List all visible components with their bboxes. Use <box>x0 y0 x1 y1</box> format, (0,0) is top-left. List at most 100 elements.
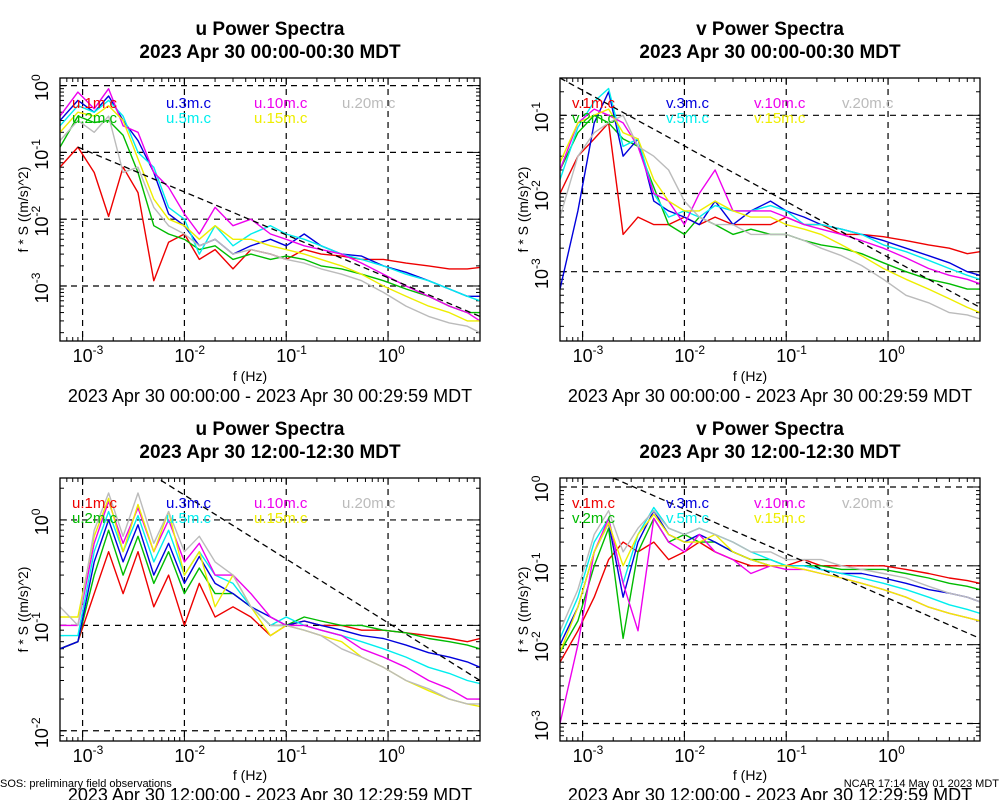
y-axis-label: f * S ((m/s)^2) <box>15 167 31 253</box>
x-tick-label: 100 <box>878 343 905 366</box>
legend-entry-15m: v.15m.c <box>754 110 806 127</box>
legend-entry-1m: u.1m.c <box>72 95 118 112</box>
y-axis-label: f * S ((m/s)^2) <box>15 567 31 653</box>
legend-entry-3m: v.3m.c <box>666 95 710 112</box>
legend-entry-5m: v.5m.c <box>666 110 710 127</box>
series-line-20m <box>60 115 480 334</box>
x-tick-label: 10-1 <box>776 743 807 766</box>
reference-slope-line <box>77 146 480 318</box>
legend-entry-20m: u.20m.c <box>342 495 396 512</box>
legend-entry-15m: v.15m.c <box>754 510 806 527</box>
y-tick-label: 100 <box>29 508 52 535</box>
x-axis-label: f (Hz) <box>733 368 767 384</box>
legend-entry-20m: u.20m.c <box>342 95 396 112</box>
panel-subtitle: 2023 Apr 30 12:00-12:30 MDT <box>139 442 401 463</box>
legend-entry-2m: u.2m.c <box>72 110 118 127</box>
plot-frame <box>559 477 981 742</box>
series-line-15m <box>60 497 480 708</box>
series-line-10m <box>60 87 480 322</box>
legend-entry-1m: v.1m.c <box>572 95 616 112</box>
plot-frame <box>59 77 481 342</box>
legend-entry-3m: u.3m.c <box>166 495 212 512</box>
panel-title: u Power Spectra <box>196 19 345 40</box>
time-range-label: 2023 Apr 30 12:00:00 - 2023 Apr 30 12:29… <box>568 785 972 800</box>
x-tick-label: 10-2 <box>674 343 705 366</box>
legend-entry-10m: u.10m.c <box>254 495 308 512</box>
x-tick-label: 10-2 <box>674 743 705 766</box>
footer-note-left: SOS: preliminary field observations <box>0 778 172 790</box>
legend-entry-15m: u.15m.c <box>254 510 308 527</box>
x-tick-label: 100 <box>378 743 405 766</box>
series-line-5m <box>60 510 480 685</box>
y-axis-label: f * S ((m/s)^2) <box>515 567 531 653</box>
y-axis-label: f * S ((m/s)^2) <box>515 167 531 253</box>
panel-title: u Power Spectra <box>196 419 345 440</box>
legend-entry-2m: v.2m.c <box>572 110 616 127</box>
x-tick-label: 10-2 <box>174 343 205 366</box>
series-line-15m <box>60 104 480 322</box>
legend-entry-5m: u.5m.c <box>166 110 212 127</box>
plot-frame <box>559 77 981 342</box>
legend-entry-10m: u.10m.c <box>254 95 308 112</box>
y-tick-label: 10-2 <box>29 206 52 237</box>
x-tick-label: 10-1 <box>276 343 307 366</box>
legend-entry-1m: v.1m.c <box>572 495 616 512</box>
panel-title: v Power Spectra <box>696 19 844 40</box>
series-line-10m <box>60 500 480 700</box>
series-line-1m <box>60 146 480 282</box>
legend-entry-10m: v.10m.c <box>754 95 806 112</box>
series-line-2m <box>60 529 480 650</box>
y-tick-label: 10-1 <box>529 102 552 133</box>
y-tick-label: 10-2 <box>529 180 552 211</box>
series-line-1m <box>560 541 980 663</box>
y-tick-label: 10-3 <box>529 710 552 741</box>
series-line-5m <box>60 99 480 302</box>
y-tick-label: 10-1 <box>529 552 552 583</box>
series-line-2m <box>560 114 980 290</box>
legend-entry-2m: v.2m.c <box>572 510 616 527</box>
time-range-label: 2023 Apr 30 12:00:00 - 2023 Apr 30 12:29… <box>68 785 472 800</box>
legend-entry-2m: u.2m.c <box>72 510 118 527</box>
x-tick-label: 10-1 <box>776 343 807 366</box>
y-tick-label: 10-1 <box>29 139 52 170</box>
x-tick-label: 10-3 <box>73 743 104 766</box>
y-tick-label: 10-3 <box>29 272 52 303</box>
time-range-label: 2023 Apr 30 00:00:00 - 2023 Apr 30 00:29… <box>568 386 972 406</box>
y-tick-label: 10-3 <box>529 258 552 289</box>
series-line-2m <box>60 115 480 314</box>
x-axis-label: f (Hz) <box>233 368 267 384</box>
legend-entry-1m: u.1m.c <box>72 495 118 512</box>
series-line-20m <box>560 510 980 632</box>
legend-entry-3m: v.3m.c <box>666 495 710 512</box>
panel-subtitle: 2023 Apr 30 12:00-12:30 MDT <box>639 442 901 463</box>
series-line-10m <box>560 517 980 724</box>
x-tick-label: 100 <box>878 743 905 766</box>
legend-entry-10m: v.10m.c <box>754 495 806 512</box>
legend-entry-20m: v.20m.c <box>842 495 894 512</box>
legend-entry-20m: v.20m.c <box>842 95 894 112</box>
x-tick-label: 10-1 <box>276 743 307 766</box>
time-range-label: 2023 Apr 30 00:00:00 - 2023 Apr 30 00:29… <box>68 386 472 406</box>
x-tick-label: 10-3 <box>573 343 604 366</box>
legend-entry-15m: u.15m.c <box>254 110 308 127</box>
y-tick-label: 100 <box>29 74 52 101</box>
series-line-5m <box>560 506 980 639</box>
panel-title: v Power Spectra <box>696 419 844 440</box>
reference-slope-line <box>155 478 480 682</box>
legend-entry-3m: u.3m.c <box>166 95 212 112</box>
series-line-20m <box>560 114 980 320</box>
x-axis-label: f (Hz) <box>733 767 767 783</box>
series-line-15m <box>560 513 980 653</box>
plot-frame <box>59 477 481 742</box>
y-tick-label: 10-1 <box>29 612 52 643</box>
x-tick-label: 10-3 <box>73 343 104 366</box>
series-line-15m <box>560 108 980 314</box>
series-line-3m <box>560 510 980 646</box>
series-line-20m <box>60 492 480 705</box>
panel-subtitle: 2023 Apr 30 00:00-00:30 MDT <box>139 42 401 63</box>
series-line-1m <box>560 122 980 255</box>
